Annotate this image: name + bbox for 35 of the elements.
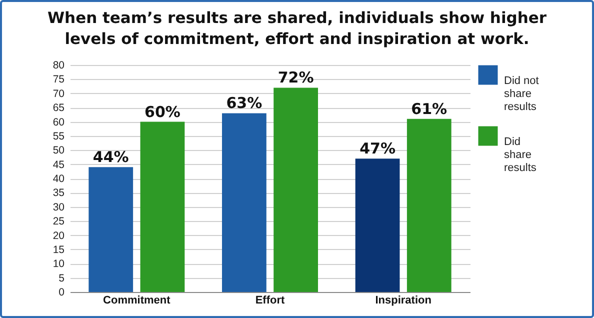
y-tick-label: 20 xyxy=(52,230,65,242)
data-label: 72% xyxy=(278,68,314,87)
data-label: 63% xyxy=(226,94,262,112)
y-tick-label: 75 xyxy=(52,74,65,86)
y-tick-label: 65 xyxy=(52,102,65,114)
y-tick-label: 15 xyxy=(52,244,65,256)
bar xyxy=(88,167,134,292)
y-tick-label: 30 xyxy=(52,201,65,214)
y-tick-label: 25 xyxy=(52,216,65,228)
data-label: 44% xyxy=(92,148,129,166)
y-tick-label: 55 xyxy=(52,130,65,142)
y-tick-label: 60 xyxy=(52,116,65,128)
y-tick-label: 40 xyxy=(52,173,65,185)
x-tick-label: Commitment xyxy=(103,294,171,306)
data-label: 47% xyxy=(360,140,396,158)
chart-title: When team’s results are shared, individuals show higher levels of commitment, effort and inspiration at work. xyxy=(46,8,548,50)
bar xyxy=(355,158,400,292)
y-tick-label: 35 xyxy=(52,187,65,200)
legend-label: Did not share results xyxy=(504,75,539,113)
y-tick-label: 70 xyxy=(52,88,65,100)
y-tick-label: 5 xyxy=(58,272,65,284)
y-tick-label: 10 xyxy=(52,258,65,270)
y-tick-label: 45 xyxy=(52,158,65,171)
legend-label: Did share results xyxy=(504,136,537,174)
y-tick-label: 50 xyxy=(52,144,65,157)
data-label: 60% xyxy=(144,102,180,121)
data-label: 61% xyxy=(411,100,448,118)
x-tick-label: Effort xyxy=(255,294,285,306)
bar xyxy=(222,113,266,292)
bar xyxy=(274,88,318,292)
y-tick-label: 0 xyxy=(58,286,65,298)
x-tick-label: Inspiration xyxy=(375,294,432,306)
bar xyxy=(406,118,452,292)
bar xyxy=(140,122,185,292)
y-tick-label: 80 xyxy=(52,60,65,72)
